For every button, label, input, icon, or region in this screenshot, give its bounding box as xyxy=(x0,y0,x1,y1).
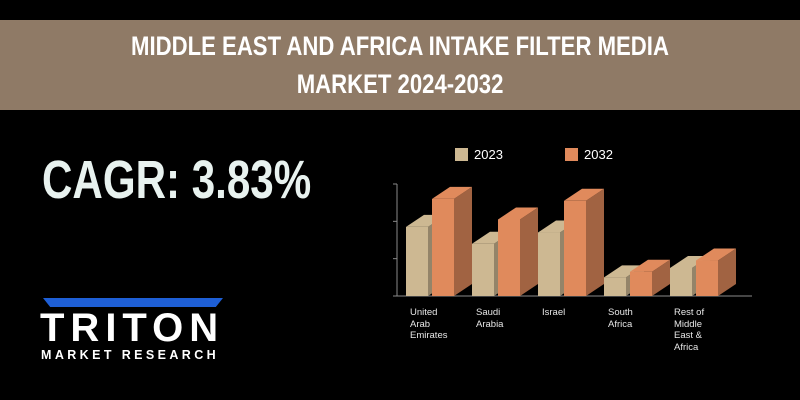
bar-2023-4-front xyxy=(604,277,626,296)
bar-2032-4-top xyxy=(630,259,670,272)
category-label-line: Saudi xyxy=(476,307,501,318)
bar-2032-2-side xyxy=(520,207,538,296)
bar-2023-1-front xyxy=(406,226,428,296)
legend-item-2032: 2032 xyxy=(565,147,613,162)
logo-subtitle: MARKET RESEARCH xyxy=(41,348,220,362)
bar-2032-2-top xyxy=(498,207,538,220)
bar-2032-5-front xyxy=(696,260,718,296)
category-label-line: United xyxy=(410,307,438,318)
category-label-line: South xyxy=(608,307,633,318)
bar-2032-5-side xyxy=(718,248,736,296)
legend-label-2032: 2032 xyxy=(584,147,613,162)
bar-2023-3-front xyxy=(538,232,560,296)
legend-swatch-2023 xyxy=(455,148,468,161)
category-label-5: Rest of Middle East & Africa xyxy=(674,307,738,353)
bar-2032-5-top xyxy=(696,248,736,261)
category-label-line: Africa xyxy=(608,318,633,330)
bar-2032-1-front xyxy=(432,198,454,296)
bar-2032-3-side xyxy=(586,188,604,296)
bar-chart xyxy=(393,183,752,297)
category-label-line: Arab xyxy=(410,318,431,330)
legend-item-2023: 2023 xyxy=(455,147,503,162)
cagr-value: CAGR: 3.83% xyxy=(42,150,312,210)
category-label-line: Rest of xyxy=(674,307,705,318)
bar-2023-5-front xyxy=(670,268,692,296)
category-label-line: Middle xyxy=(674,318,702,330)
title-line-1: MIDDLE EAST AND AFRICA INTAKE FILTER MED… xyxy=(131,31,669,61)
bar-2032-2-front xyxy=(498,219,520,296)
logo-wordmark: TRITON xyxy=(40,306,225,350)
bar-2032-1-top xyxy=(432,186,472,199)
category-label-1: United Arab Emirates xyxy=(410,307,474,342)
category-label-line: Arabia xyxy=(476,318,504,330)
bar-2032-1-side xyxy=(454,186,472,296)
legend-label-2023: 2023 xyxy=(474,147,503,162)
category-label-line: Africa xyxy=(674,341,699,353)
triton-logo: TRITON MARKET RESEARCH xyxy=(40,298,230,368)
category-label-line: Emirates xyxy=(410,330,448,341)
title-line-2: MARKET 2024-2032 xyxy=(296,69,504,99)
logo-accent-bar xyxy=(43,298,223,307)
bar-2032-4-side xyxy=(652,259,670,296)
category-label-4: South Africa xyxy=(608,307,672,330)
bar-2023-4-top xyxy=(604,265,644,278)
category-label-3: Israel xyxy=(542,307,606,319)
title-banner: MIDDLE EAST AND AFRICA INTAKE FILTER MED… xyxy=(0,20,800,110)
legend-swatch-2032 xyxy=(565,148,578,161)
bar-2023-2-front xyxy=(472,243,494,296)
bar-2032-4-front xyxy=(630,271,652,296)
category-label-line: East & xyxy=(674,330,702,341)
bar-2032-3-top xyxy=(564,188,604,201)
category-label-2: Saudi Arabia xyxy=(476,307,540,330)
bar-2032-3-front xyxy=(564,200,586,296)
category-label-line: Israel xyxy=(542,307,566,318)
